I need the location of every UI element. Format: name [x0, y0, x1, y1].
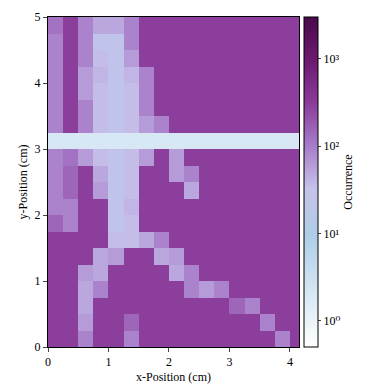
- svg-text:0: 0: [35, 340, 41, 354]
- svg-text:10³: 10³: [323, 52, 339, 66]
- svg-text:10²: 10²: [323, 139, 339, 153]
- svg-text:5: 5: [35, 10, 41, 24]
- svg-text:4: 4: [287, 355, 293, 369]
- svg-text:3: 3: [226, 355, 232, 369]
- svg-text:1: 1: [105, 355, 111, 369]
- svg-text:4: 4: [35, 76, 41, 90]
- svg-text:x-Position (cm): x-Position (cm): [136, 370, 211, 384]
- svg-text:10⁰: 10⁰: [323, 314, 340, 328]
- svg-text:y-Position (cm): y-Position (cm): [16, 145, 30, 220]
- svg-text:0: 0: [45, 355, 51, 369]
- svg-text:3: 3: [35, 142, 41, 156]
- svg-text:10¹: 10¹: [323, 227, 339, 241]
- svg-text:2: 2: [166, 355, 172, 369]
- svg-text:2: 2: [35, 208, 41, 222]
- svg-text:1: 1: [35, 274, 41, 288]
- svg-text:Occurrence: Occurrence: [341, 154, 355, 209]
